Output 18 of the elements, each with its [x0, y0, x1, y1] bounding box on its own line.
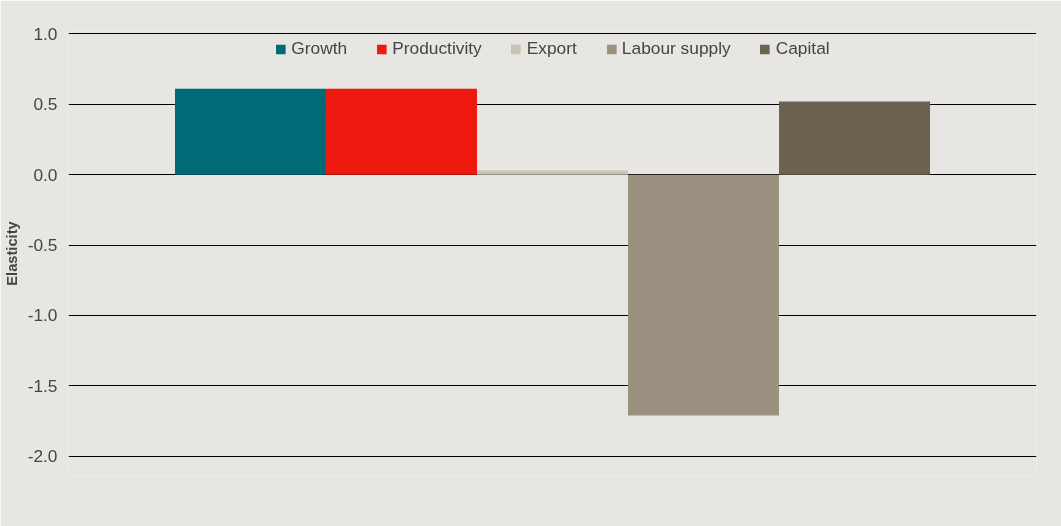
bar: [325, 88, 477, 175]
y-tick-label: -1.5: [27, 375, 58, 396]
legend-label: Labour supply: [621, 38, 731, 59]
y-tick-label: 1.0: [33, 23, 58, 44]
legend-label: Growth: [291, 38, 348, 59]
y-tick-label: -1.0: [27, 305, 58, 326]
y-tick-label: 0.5: [33, 94, 58, 115]
bar: [628, 174, 780, 416]
legend-label: Capital: [775, 38, 830, 59]
legend-label: Export: [526, 38, 577, 59]
bar: [779, 101, 931, 175]
y-tick-label: 0.0: [33, 164, 58, 185]
y-tick-label: -0.5: [27, 235, 58, 256]
bar: [174, 88, 326, 175]
bar: [477, 170, 628, 175]
legend-label: Productivity: [392, 38, 482, 59]
y-axis-title: Elasticity: [3, 220, 20, 286]
y-tick-label: -2.0: [27, 446, 58, 467]
